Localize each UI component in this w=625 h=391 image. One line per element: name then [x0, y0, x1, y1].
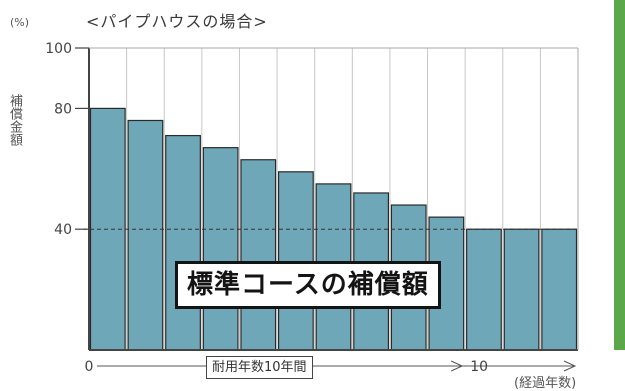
x-tick-label: 10	[470, 359, 488, 375]
bar	[127, 119, 164, 351]
y-tick-label: 80	[54, 101, 72, 117]
chart-title: <パイプハウスの場合>	[86, 12, 268, 31]
span-arrowhead	[450, 360, 464, 372]
service-life-label: 耐用年数10年間	[206, 356, 313, 379]
bar	[466, 228, 502, 351]
bar	[277, 171, 314, 351]
bar	[202, 147, 239, 351]
bar	[240, 159, 277, 351]
standard-course-label: 標準コースの補償額	[175, 261, 441, 309]
side-accent-bar	[614, 0, 625, 350]
bar	[503, 228, 540, 351]
y-unit-label: (%)	[10, 16, 30, 29]
x-axis-label: (経過年数)	[514, 376, 577, 391]
y-tick-label: 100	[45, 41, 72, 57]
y-axis-label: 補償金額	[7, 94, 22, 146]
bar	[165, 134, 201, 351]
time-axis-arrowhead	[563, 360, 577, 372]
bar	[541, 228, 578, 351]
x-tick-label: 0	[85, 359, 94, 375]
y-tick-label: 40	[54, 222, 72, 238]
